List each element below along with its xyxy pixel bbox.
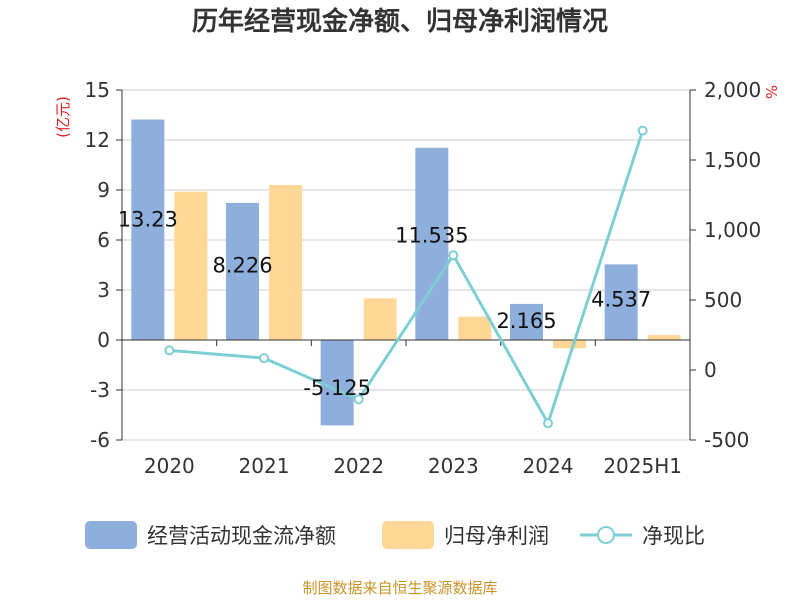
net-profit-bar (553, 340, 586, 349)
legend-item-cashflow[interactable]: 经营活动现金流净额 (85, 521, 336, 549)
net-profit-bar (458, 316, 492, 340)
legend-swatch-marker (597, 526, 615, 544)
net-profit-bar (363, 298, 397, 340)
x-tick-label: 2022 (333, 454, 384, 478)
source-note: 制图数据来自恒生聚源数据库 (302, 579, 497, 597)
ratio-point (543, 418, 553, 429)
cashflow-value-label: 4.537 (591, 287, 651, 311)
legend-item-ratio[interactable]: 净现比 (580, 524, 705, 548)
cashflow-bar (226, 202, 259, 340)
cashflow-bar (131, 119, 165, 340)
x-tick-label: 2024 (523, 454, 574, 478)
legend-item-net-profit[interactable]: 归母净利润 (382, 521, 549, 549)
right-tick-label: -500 (704, 428, 749, 452)
right-tick-label: 1,500 (704, 148, 761, 172)
cashflow-bar (510, 303, 543, 340)
x-tick-label: 2023 (428, 454, 479, 478)
left-tick-label: -3 (90, 378, 110, 402)
legend-label: 净现比 (642, 524, 705, 548)
right-tick-label: 500 (704, 288, 742, 312)
left-tick-label: 3 (97, 278, 110, 302)
legend-label: 归母净利润 (444, 524, 549, 548)
legend-label: 经营活动现金流净额 (147, 524, 336, 548)
left-tick-label: 9 (97, 178, 110, 202)
x-tick-label: 2025H1 (603, 454, 682, 478)
cashflow-value-label: -5.125 (303, 376, 371, 400)
cashflow-bar (320, 340, 354, 426)
data-labels: 13.23 8.226 -5.125 11.535 2.165 4.537 (118, 208, 651, 400)
left-tick-label: 6 (97, 228, 110, 252)
net-profit-bar (269, 185, 302, 340)
cashflow-value-label: 2.165 (496, 309, 556, 333)
chart-title: 历年经营现金净额、归母净利润情况 (192, 6, 608, 37)
cashflow-bar (415, 147, 449, 340)
right-axis-unit: % (762, 85, 780, 99)
net-profit-bar (174, 191, 208, 340)
legend-swatch (382, 521, 434, 549)
net-profit-bar (647, 335, 681, 340)
ratio-point (448, 250, 459, 261)
axes: 15 12 9 6 3 0 -3 -6 2,000 1,500 1,000 500 0 -500 2020 2… (85, 78, 762, 478)
right-tick-label: 2,000 (704, 78, 761, 102)
ratio-point (164, 345, 175, 356)
left-tick-label: 0 (97, 328, 110, 352)
cashflow-bar (604, 264, 638, 340)
right-tick-label: 0 (704, 358, 717, 382)
cashflow-value-label: 13.23 (118, 208, 178, 232)
cashflow-value-label: 11.535 (395, 223, 468, 247)
ratio-point (637, 125, 648, 136)
ratio-point (353, 394, 364, 405)
left-tick-label: 12 (85, 128, 110, 152)
ratio-line-path (169, 130, 645, 427)
right-tick-label: 1,000 (704, 218, 761, 242)
x-tick-label: 2020 (144, 454, 195, 478)
ratio-point (259, 353, 269, 364)
cashflow-value-label: 8.226 (212, 254, 272, 278)
x-tick-label: 2021 (239, 454, 290, 478)
legend[interactable]: 经营活动现金流净额 归母净利润 净现比 (85, 521, 705, 549)
left-tick-label: 15 (85, 78, 110, 102)
bars (131, 119, 681, 426)
ratio-line (164, 125, 648, 429)
left-tick-label: -6 (90, 428, 110, 452)
left-axis-unit: (亿元) (54, 96, 72, 138)
legend-swatch (85, 521, 137, 549)
